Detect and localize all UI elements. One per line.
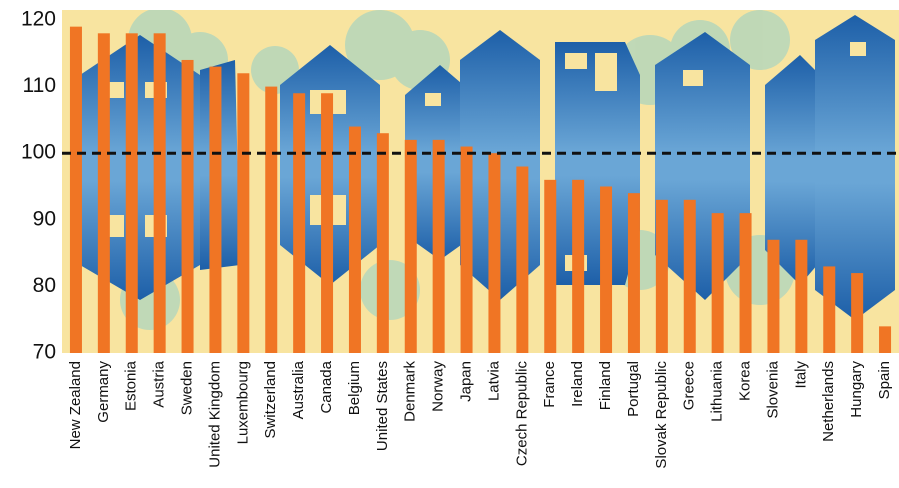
- bar: [739, 213, 752, 353]
- x-tick-label: France: [541, 361, 558, 408]
- bar: [237, 73, 250, 353]
- x-tick-label: Estonia: [123, 360, 140, 411]
- bar: [851, 273, 864, 353]
- bar: [69, 26, 82, 354]
- x-tick-label: Latvia: [485, 360, 502, 401]
- bar: [460, 146, 473, 353]
- x-tick-label: Australia: [290, 360, 307, 419]
- bar: [488, 153, 501, 353]
- x-tick-label: Austria: [151, 360, 168, 407]
- x-tick-label: Netherlands: [820, 361, 837, 442]
- y-tick-label: 120: [21, 8, 56, 31]
- bar: [125, 33, 138, 354]
- y-tick-label: 70: [33, 341, 56, 364]
- x-tick-label: Japan: [458, 361, 475, 402]
- bar: [572, 179, 585, 353]
- x-tick-label: Lithuania: [709, 360, 726, 422]
- bar: [767, 239, 780, 353]
- x-tick-label: United Kingdom: [206, 361, 223, 468]
- bar: [823, 266, 836, 353]
- x-tick-label: Czech Republic: [513, 361, 530, 467]
- bar: [711, 213, 724, 353]
- bar: [655, 199, 668, 353]
- bar: [544, 179, 557, 353]
- x-tick-label: Hungary: [848, 361, 865, 418]
- x-tick-label: Italy: [792, 361, 809, 389]
- bar: [321, 93, 334, 353]
- x-tick-label: Slovenia: [764, 360, 781, 418]
- x-tick-label: Luxembourg: [234, 361, 251, 444]
- bar: [879, 326, 892, 353]
- plot-area: 70 80 90 100 110 120 New Zealand Germany Estonia…: [21, 8, 899, 469]
- x-tick-label: Canada: [318, 360, 335, 413]
- y-tick-label: 110: [23, 74, 56, 97]
- x-tick-label: Belgium: [346, 361, 363, 415]
- x-tick-label: Portugal: [625, 361, 642, 417]
- bar: [153, 33, 166, 354]
- x-tick-label: Denmark: [402, 361, 419, 422]
- x-tick-label: Germany: [95, 361, 112, 423]
- x-tick-label: Norway: [430, 361, 447, 412]
- y-tick-label: 90: [33, 207, 56, 230]
- x-tick-label: Sweden: [179, 361, 196, 415]
- bar: [795, 239, 808, 353]
- x-tick-label: Greece: [681, 361, 698, 410]
- x-tick-label: New Zealand: [67, 361, 84, 449]
- x-tick-label: Ireland: [569, 361, 586, 407]
- y-tick-label: 80: [33, 274, 56, 297]
- bar: [600, 186, 613, 353]
- bar: [265, 86, 278, 354]
- bar: [683, 199, 696, 353]
- x-tick-label: Switzerland: [262, 361, 279, 439]
- bar: [516, 166, 529, 353]
- bar: [293, 93, 306, 353]
- x-tick-label: Finland: [597, 361, 614, 410]
- x-tick-label: Korea: [737, 360, 754, 401]
- bar: [348, 126, 361, 353]
- x-tick-label: United States: [374, 361, 391, 451]
- y-tick-label: 100: [21, 141, 56, 164]
- bar: [432, 139, 445, 353]
- bar: [97, 33, 110, 354]
- bar: [376, 133, 389, 353]
- bar: [181, 59, 194, 354]
- x-tick-label: Spain: [876, 361, 893, 399]
- x-tick-label: Slovak Republic: [653, 361, 670, 469]
- bar: [627, 193, 640, 353]
- bar: [404, 139, 417, 353]
- bar: [209, 66, 222, 354]
